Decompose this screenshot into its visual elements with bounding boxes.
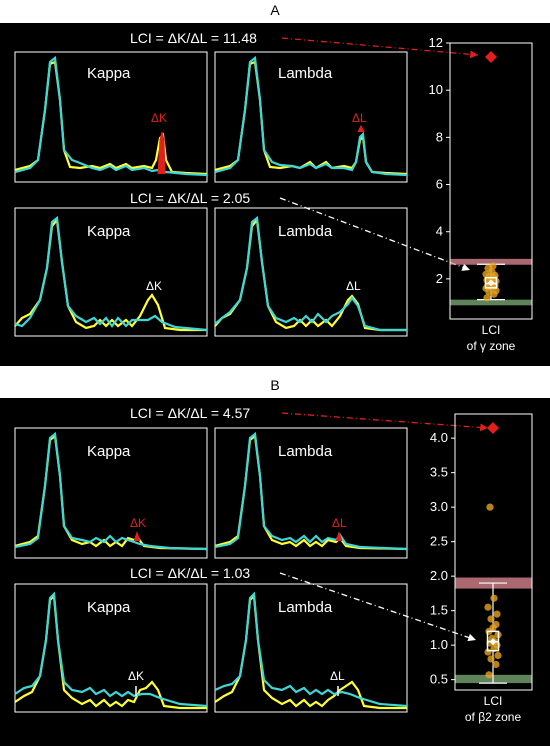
data-point (489, 262, 497, 270)
y-tick-label: 4 (436, 224, 443, 239)
chart-title: Lambda (278, 65, 333, 82)
chart-b-lambda-bottom: Lambda ΔL (214, 583, 408, 713)
arrow-a-bottom (279, 197, 471, 271)
scatter-b: LCI of β2 zone 0.5 1.0 1.5 2.0 2.5 3.0 3.5 4.0 (430, 413, 533, 724)
lci-a-bottom: LCI = ΔK/ΔL = 2.05 (130, 190, 250, 206)
y-tick-label: 8 (436, 129, 443, 144)
peak-label: ΔL (332, 516, 347, 530)
data-point (490, 594, 498, 602)
trace-cyan (214, 55, 408, 177)
peak-label: ΔK (128, 669, 144, 683)
peak-label: ΔL (346, 279, 361, 293)
y-tick-label: 4.0 (430, 430, 448, 445)
chart-title: Lambda (278, 443, 333, 460)
peak-label: ΔK (146, 279, 162, 293)
peak-label: ΔL (330, 669, 345, 683)
data-point (492, 620, 500, 629)
trace-cyan (214, 591, 408, 708)
chart-title: Lambda (278, 599, 333, 616)
data-point (492, 660, 500, 669)
panel-a: LCI = ΔK/ΔL = 11.48 LCI = ΔK/ΔL = 2.05 K… (14, 30, 533, 353)
y-tick-label: 3.5 (430, 465, 448, 480)
chart-b-lambda-top: Lambda ΔL (214, 427, 408, 559)
data-point (482, 270, 490, 278)
data-point (487, 655, 495, 663)
chart-title: Kappa (87, 599, 131, 616)
lci-a-top: LCI = ΔK/ΔL = 11.48 (130, 30, 257, 46)
arrow-b-bottom (279, 572, 477, 642)
trace-cyan (214, 215, 407, 332)
delta-fill (157, 131, 166, 175)
panel-a-label: A (270, 2, 280, 18)
trace-cyan (14, 431, 208, 551)
scatter-frame (454, 413, 533, 691)
delta-fill (335, 530, 343, 541)
y-tick-label: 1.5 (430, 603, 448, 618)
arrow-b-top (281, 412, 489, 432)
chart-a-kappa-top: Kappa ΔK (14, 51, 208, 183)
y-tick-label: 0.5 (430, 672, 448, 687)
panel-b-label: B (270, 377, 280, 393)
peak-label: ΔK (151, 111, 167, 125)
chart-title: Kappa (87, 65, 131, 82)
scatter-frame (449, 42, 533, 320)
data-point (486, 503, 494, 511)
trace-cyan (14, 591, 208, 708)
box-mean-marker (487, 279, 495, 287)
chart-a-kappa-bottom: Kappa ΔK (14, 207, 208, 337)
chart-title: Lambda (278, 223, 333, 240)
y-tick-label: 2.0 (430, 568, 448, 583)
x-label-line2: of β2 zone (465, 710, 522, 724)
data-point (484, 603, 492, 611)
trace-cyan (14, 215, 208, 332)
x-label-line1: LCI (484, 694, 503, 708)
data-point (487, 615, 495, 623)
chart-b-kappa-top: Kappa ΔK (14, 427, 208, 559)
panel-b: LCI = ΔK/ΔL = 4.57 LCI = ΔK/ΔL = 1.03 Ka… (14, 405, 533, 724)
delta-fill (133, 530, 141, 541)
highlight-red-marker (485, 51, 497, 63)
x-label-line2: of γ zone (467, 339, 516, 353)
scatter-a: LCI of γ zone 2 4 6 8 10 12 (429, 35, 533, 353)
y-tick-label: 2.5 (430, 534, 448, 549)
data-point (485, 671, 493, 679)
y-tick-label: 3.0 (430, 499, 448, 514)
chart-a-lambda-bottom: Lambda ΔL (214, 207, 408, 337)
x-label-line1: LCI (482, 323, 501, 337)
peak-label: ΔL (352, 111, 367, 125)
y-tick-label: 12 (429, 35, 443, 50)
data-point (493, 610, 501, 618)
box-mean-marker (489, 638, 497, 646)
lci-b-top: LCI = ΔK/ΔL = 4.57 (130, 405, 250, 421)
lci-b-bottom: LCI = ΔK/ΔL = 1.03 (130, 565, 250, 581)
chart-title: Kappa (87, 443, 131, 460)
highlight-red-marker (487, 422, 499, 434)
y-tick-label: 10 (429, 82, 443, 97)
y-tick-label: 6 (436, 177, 443, 192)
panel-a-background (0, 23, 550, 366)
y-tick-label: 2 (436, 271, 443, 286)
data-point (483, 294, 491, 302)
delta-fill (357, 124, 365, 132)
peak-label: ΔK (130, 516, 146, 530)
lower-reference-band (450, 299, 532, 306)
data-point (494, 651, 502, 660)
box-iqr (484, 276, 498, 289)
chart-b-kappa-bottom: Kappa ΔK (14, 583, 208, 713)
chart-a-lambda-top: Lambda ΔL (214, 51, 408, 183)
upper-reference-band (450, 258, 532, 265)
y-tick-label: 1.0 (430, 637, 448, 652)
chart-title: Kappa (87, 223, 131, 240)
trace-cyan (14, 55, 208, 177)
